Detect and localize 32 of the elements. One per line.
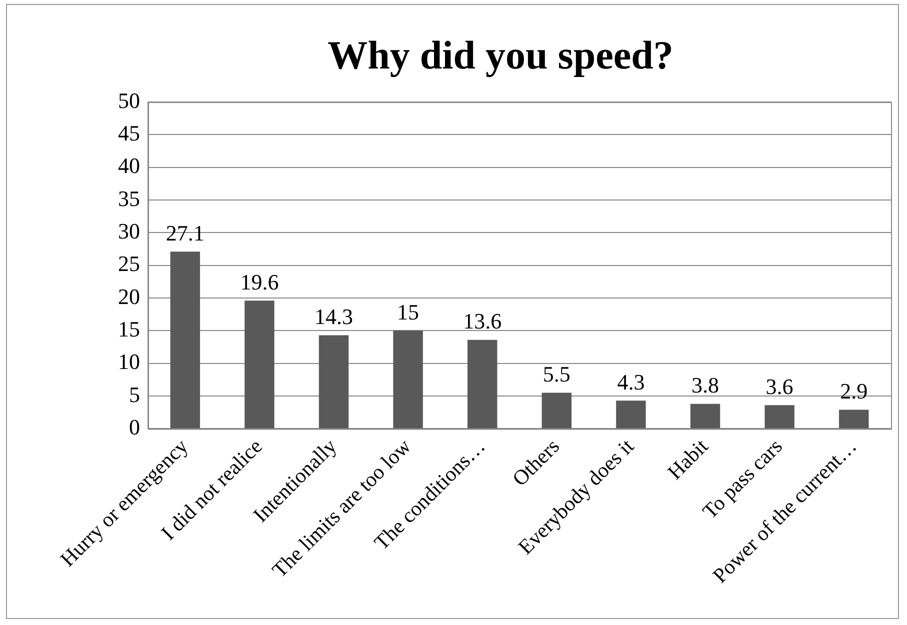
data-label: 14.3 xyxy=(314,304,353,330)
data-label: 3.8 xyxy=(692,372,719,398)
data-label: 3.6 xyxy=(766,374,794,399)
chart-title: Why did you speed? xyxy=(328,32,674,78)
bar xyxy=(467,340,498,428)
bar xyxy=(393,330,423,428)
bar xyxy=(690,404,720,428)
y-tick-label: 50 xyxy=(118,88,140,113)
y-tick-label: 25 xyxy=(118,251,140,276)
data-label: 15 xyxy=(397,299,420,324)
data-label: 19.6 xyxy=(240,269,279,294)
y-tick-label: 40 xyxy=(118,153,140,178)
y-tick-label: 45 xyxy=(118,120,140,146)
y-tick-label: 10 xyxy=(118,349,140,374)
data-label: 2.9 xyxy=(840,378,868,404)
data-label: 5.5 xyxy=(542,362,570,387)
y-tick-label: 35 xyxy=(118,186,140,211)
y-tick-label: 20 xyxy=(118,284,140,309)
bar xyxy=(170,252,200,428)
bar xyxy=(542,392,572,428)
bar xyxy=(244,300,274,428)
bar xyxy=(764,405,794,428)
bar xyxy=(616,400,646,428)
bar xyxy=(838,410,869,428)
y-tick-label: 5 xyxy=(129,382,140,407)
data-label: 27.1 xyxy=(166,220,204,246)
y-tick-label: 15 xyxy=(118,316,140,342)
data-label: 13.6 xyxy=(463,308,502,334)
bar xyxy=(318,335,349,428)
y-tick-label: 0 xyxy=(129,414,140,440)
y-tick-label: 30 xyxy=(118,218,140,244)
data-label: 4.3 xyxy=(617,369,645,394)
